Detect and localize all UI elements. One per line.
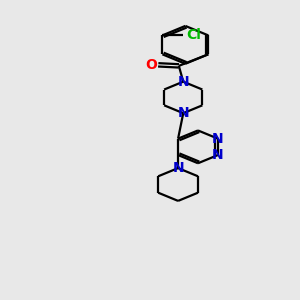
Text: N: N [172, 161, 184, 175]
Text: N: N [177, 106, 189, 120]
Text: O: O [146, 58, 158, 72]
Text: Cl: Cl [186, 28, 201, 42]
Text: N: N [212, 148, 224, 162]
Text: N: N [177, 75, 189, 88]
Text: N: N [212, 132, 224, 145]
